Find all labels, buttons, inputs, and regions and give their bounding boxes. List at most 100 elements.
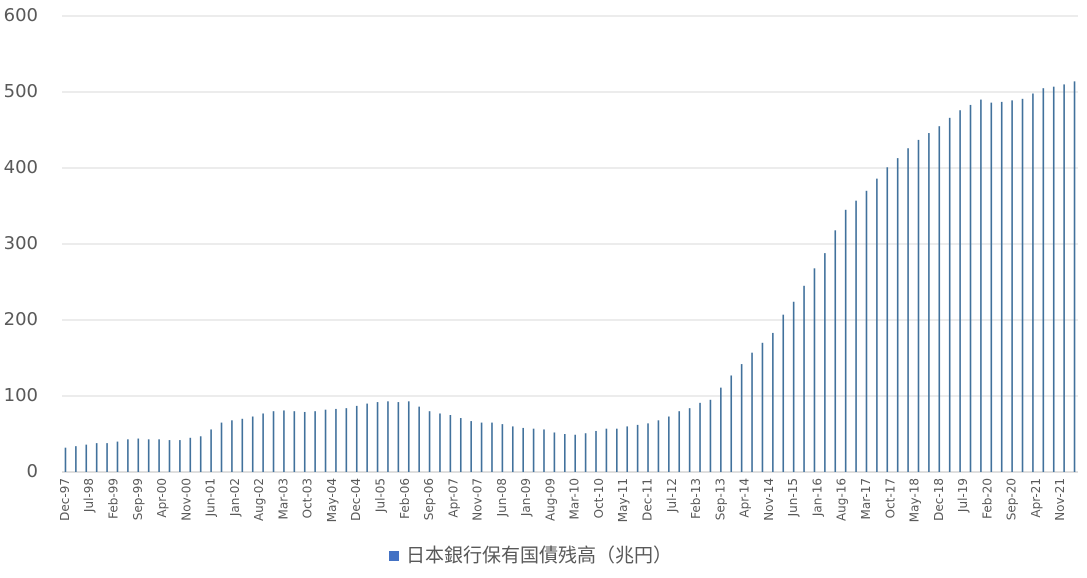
bar — [782, 314, 785, 472]
x-tick-label: Oct-17 — [883, 478, 897, 518]
x-tick-label: Mar-10 — [568, 478, 582, 519]
x-tick-label: May-18 — [908, 478, 922, 522]
x-tick-label: Jan-09 — [519, 478, 533, 517]
bar — [1042, 88, 1045, 472]
bar — [688, 408, 691, 472]
bar — [720, 387, 722, 472]
x-tick-label: Jul-12 — [665, 478, 679, 513]
bar — [168, 440, 171, 472]
x-tick-label: Jul-19 — [956, 478, 970, 513]
bar — [158, 439, 160, 472]
x-tick-label: Aug-02 — [252, 478, 266, 521]
bar — [751, 352, 753, 472]
x-tick-label: Sep-06 — [422, 478, 436, 520]
bar — [865, 190, 868, 473]
bar — [335, 408, 337, 472]
bar — [314, 411, 316, 472]
x-tick-label: Mar-03 — [276, 478, 290, 519]
y-tick-label: 400 — [4, 157, 38, 178]
x-tick-label: May-04 — [325, 478, 339, 522]
bar — [657, 420, 660, 472]
bar — [990, 102, 993, 472]
bar — [948, 117, 951, 472]
bar — [1000, 101, 1003, 472]
x-tick-label: Jul-05 — [374, 478, 388, 513]
x-tick-label: Jun-01 — [204, 478, 218, 517]
bar — [387, 401, 389, 472]
y-tick-label: 200 — [4, 309, 38, 330]
x-tick-label: Oct-03 — [301, 478, 315, 518]
bar — [647, 423, 649, 472]
bar — [792, 301, 795, 472]
bar — [459, 418, 462, 472]
bar — [543, 429, 545, 472]
bar — [605, 428, 608, 472]
bar — [449, 415, 452, 472]
bar — [376, 402, 379, 472]
bar — [730, 375, 733, 472]
x-tick-label: Dec-11 — [641, 478, 655, 521]
bar — [824, 253, 826, 472]
x-tick-label: Apr-14 — [738, 478, 752, 518]
x-tick-label: Nov-07 — [471, 478, 485, 521]
bar — [418, 406, 420, 472]
bar — [1032, 93, 1034, 473]
x-tick-label: Feb-99 — [107, 478, 121, 519]
x-tick-label: Dec-04 — [349, 478, 363, 521]
bar — [1063, 84, 1065, 473]
bar — [626, 426, 629, 472]
bar — [501, 424, 504, 472]
bar — [407, 401, 410, 472]
bar — [522, 427, 524, 472]
bar — [616, 428, 618, 472]
bar — [85, 444, 88, 472]
bar — [283, 410, 285, 472]
bar — [324, 409, 327, 472]
bar — [470, 421, 472, 472]
bar — [668, 416, 670, 472]
bar — [251, 416, 254, 472]
bar — [116, 441, 119, 472]
bar — [709, 399, 712, 472]
legend-swatch — [389, 551, 399, 561]
x-tick-label: Sep-13 — [713, 478, 727, 520]
legend-label: 日本銀行保有国債残高（兆円） — [406, 545, 672, 567]
bar — [210, 429, 212, 472]
bar — [574, 434, 577, 472]
x-tick-label: Jul-98 — [82, 478, 96, 513]
bar — [595, 430, 597, 472]
bar — [511, 426, 514, 472]
bar — [241, 418, 244, 472]
bar — [563, 434, 566, 472]
bar — [293, 411, 296, 472]
bar — [969, 104, 972, 473]
bar — [345, 408, 348, 472]
x-tick-label: Nov-00 — [179, 478, 193, 521]
y-tick-label: 300 — [4, 233, 38, 254]
x-tick-label: Dec-97 — [58, 478, 72, 521]
y-tick-label: 600 — [4, 5, 38, 26]
y-tick-label: 0 — [27, 461, 38, 482]
bar — [1011, 100, 1013, 473]
bar — [220, 422, 223, 472]
bar — [147, 439, 150, 472]
bar — [834, 230, 837, 472]
bar — [1073, 81, 1076, 473]
x-tick-label: Oct-10 — [592, 478, 606, 518]
bar — [355, 405, 358, 472]
bar — [761, 342, 764, 472]
bar — [803, 285, 805, 472]
bar — [636, 424, 639, 472]
bar — [980, 99, 982, 472]
x-tick-label: Dec-18 — [932, 478, 946, 521]
bar — [532, 428, 535, 472]
bar — [938, 126, 941, 472]
bar — [1052, 86, 1055, 473]
bar — [844, 209, 847, 473]
bar — [584, 433, 587, 472]
x-tick-label: Sep-99 — [131, 478, 145, 520]
bar — [959, 110, 961, 473]
bar — [64, 447, 67, 472]
